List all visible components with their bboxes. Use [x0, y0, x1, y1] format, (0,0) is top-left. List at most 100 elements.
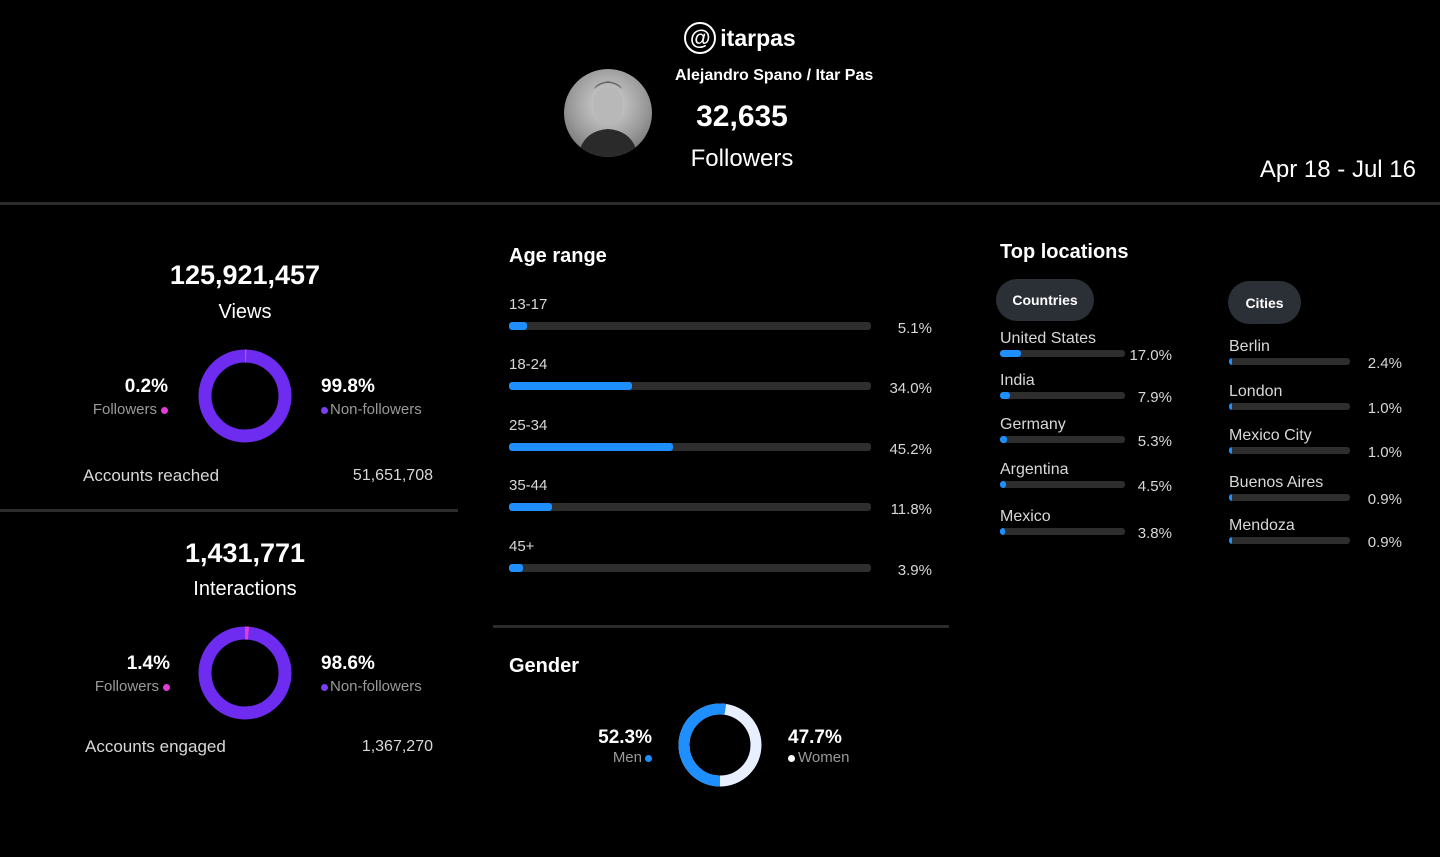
followers-count: 32,635: [696, 100, 788, 133]
country-bar-track: [1000, 436, 1125, 443]
gender-men-legend: Men: [572, 749, 652, 766]
interactions-donut-nonfollowers: [198, 626, 292, 720]
followers-label: Followers: [690, 145, 794, 172]
country-pct: 17.0%: [1129, 347, 1172, 364]
interactions-donut-followers: [198, 626, 292, 720]
age-range-bar-track: [509, 503, 871, 511]
views-nonfollowers-pct: 99.8%: [321, 376, 375, 397]
country-pct: 4.5%: [1137, 478, 1172, 495]
age-range-pct: 45.2%: [889, 441, 932, 458]
gender-donut-chart: [678, 703, 762, 787]
handle-text: itarpas: [720, 24, 796, 51]
country-bar: [1000, 436, 1007, 443]
country-label: Argentina: [1000, 461, 1069, 478]
avatar[interactable]: [564, 69, 652, 157]
age-range-label: 45+: [509, 538, 535, 555]
interactions-label: Interactions: [193, 578, 297, 600]
views-nonfollowers-label: Non-followers: [330, 401, 422, 418]
views-donut-followers: [198, 349, 292, 443]
city-pct: 0.9%: [1367, 534, 1402, 551]
views-nonfollowers-legend: Non-followers: [321, 401, 422, 418]
date-range[interactable]: Apr 18 - Jul 16: [1259, 156, 1416, 183]
interactions-nonfollowers-label: Non-followers: [330, 678, 422, 695]
age-range-pct: 5.1%: [897, 320, 932, 337]
men-dot-icon: [645, 754, 652, 762]
age-range-pct: 11.8%: [890, 501, 932, 518]
views-label: Views: [218, 301, 272, 323]
age-range-bar-track: [509, 564, 871, 572]
country-bar: [1000, 392, 1010, 399]
city-bar-track: [1229, 403, 1350, 410]
city-bar-track: [1229, 447, 1350, 454]
accounts-reached-value: 51,651,708: [352, 467, 433, 484]
interactions-nonfollowers-pct: 98.6%: [321, 653, 375, 674]
city-label: Mendoza: [1229, 517, 1295, 534]
interactions-followers-pct: 1.4%: [126, 653, 170, 674]
country-bar: [1000, 481, 1006, 488]
city-label: London: [1229, 383, 1283, 400]
age-range-title: Age range: [509, 245, 607, 267]
views-followers-label: Followers: [92, 401, 157, 418]
city-bar-track: [1229, 537, 1350, 544]
age-range-label: 18-24: [509, 356, 548, 373]
gender-women-legend: Women: [788, 749, 849, 766]
interactions-nonfollowers-legend: Non-followers: [321, 678, 422, 695]
followers-dot-icon: [163, 683, 170, 691]
city-label: Buenos Aires: [1229, 474, 1324, 491]
accounts-reached-label: Accounts reached: [83, 466, 220, 485]
city-bar: [1229, 537, 1232, 544]
city-bar-track: [1229, 494, 1350, 501]
country-pct: 3.8%: [1137, 525, 1172, 542]
gender-men-label: Men: [612, 749, 642, 766]
country-label: United States: [1000, 330, 1097, 347]
followers-dot-icon: [161, 406, 168, 414]
views-donut-chart: [198, 349, 292, 443]
tab-cities[interactable]: Cities: [1228, 281, 1301, 324]
city-pct: 1.0%: [1367, 400, 1402, 417]
person-silhouette-icon: [578, 81, 638, 157]
city-bar: [1229, 358, 1232, 365]
city-label: Mexico City: [1229, 427, 1312, 444]
city-bar: [1229, 403, 1232, 410]
age-range-bar: [509, 564, 524, 572]
age-range-bar-track: [509, 382, 871, 390]
country-bar-track: [1000, 528, 1125, 535]
interactions-total: 1,431,771: [184, 538, 306, 568]
at-sign-icon: @: [684, 22, 717, 54]
gender-women-pct: 47.7%: [788, 727, 842, 748]
age-range-bar-track: [509, 443, 871, 451]
country-label: Mexico: [1000, 508, 1051, 525]
country-label: Germany: [1000, 416, 1066, 433]
country-label: India: [1000, 372, 1035, 389]
city-bar: [1229, 494, 1232, 501]
header-divider: [0, 202, 1440, 205]
age-range-bar: [509, 322, 528, 330]
city-pct: 2.4%: [1367, 355, 1402, 372]
city-bar: [1229, 447, 1232, 454]
accounts-engaged-value: 1,367,270: [361, 738, 433, 755]
country-pct: 7.9%: [1137, 389, 1172, 406]
accounts-engaged-label: Accounts engaged: [85, 737, 226, 756]
views-donut-nonfollowers: [198, 349, 292, 443]
country-bar: [1000, 350, 1022, 357]
gender-men-pct: 52.3%: [598, 727, 652, 748]
gender-title: Gender: [509, 655, 580, 677]
interactions-followers-label: Followers: [94, 678, 159, 695]
city-pct: 0.9%: [1367, 491, 1402, 508]
profile-handle: @ itarpas: [0, 22, 1440, 54]
city-label: Berlin: [1229, 338, 1270, 355]
women-dot-icon: [788, 754, 795, 762]
views-followers-pct: 0.2%: [124, 376, 168, 397]
gender-donut-men: [678, 703, 762, 787]
gender-women-label: Women: [798, 749, 850, 766]
views-followers-legend: Followers: [28, 401, 168, 418]
age-range-label: 13-17: [509, 296, 548, 313]
country-bar-track: [1000, 392, 1125, 399]
tab-countries[interactable]: Countries: [996, 279, 1094, 321]
age-range-label: 25-34: [509, 417, 548, 434]
profile-full-name: Alejandro Spano / Itar Pas: [675, 67, 874, 84]
country-pct: 5.3%: [1137, 433, 1172, 450]
views-divider: [0, 509, 458, 512]
age-range-label: 35-44: [509, 477, 548, 494]
nonfollowers-dot-icon: [321, 406, 328, 414]
